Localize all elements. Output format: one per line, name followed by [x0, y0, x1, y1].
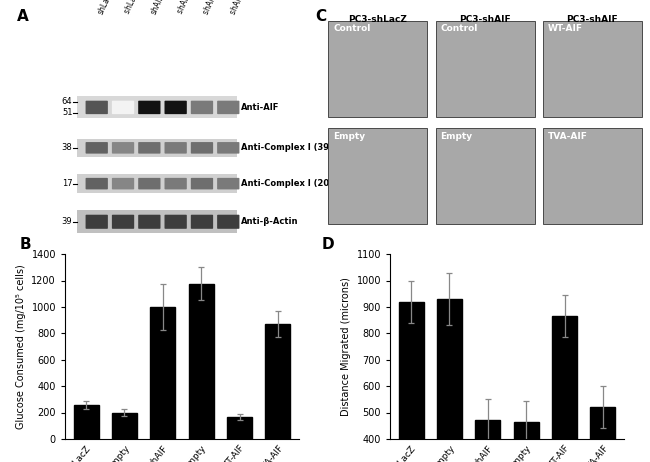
- FancyBboxPatch shape: [86, 178, 108, 189]
- Text: Anti-Complex I (20kD): Anti-Complex I (20kD): [241, 179, 346, 188]
- FancyBboxPatch shape: [217, 142, 239, 153]
- Text: Anti-Complex I (39kD): Anti-Complex I (39kD): [241, 143, 346, 152]
- Bar: [328, 21, 428, 116]
- Bar: [227, 417, 252, 439]
- Bar: [112, 413, 137, 439]
- Y-axis label: Glucose Consumed (mg/10⁵ cells): Glucose Consumed (mg/10⁵ cells): [16, 264, 26, 429]
- FancyBboxPatch shape: [86, 142, 108, 153]
- Bar: [77, 210, 237, 233]
- FancyBboxPatch shape: [112, 215, 134, 229]
- Text: B: B: [20, 237, 31, 252]
- Bar: [398, 302, 424, 462]
- Text: 51: 51: [62, 109, 72, 117]
- Bar: [552, 316, 577, 462]
- FancyBboxPatch shape: [138, 215, 161, 229]
- Text: 39: 39: [62, 217, 72, 226]
- FancyBboxPatch shape: [191, 142, 213, 153]
- Bar: [514, 422, 539, 462]
- Text: Control: Control: [441, 24, 478, 33]
- Text: Anti-β-Actin: Anti-β-Actin: [241, 217, 298, 226]
- Text: 17: 17: [62, 179, 72, 188]
- FancyBboxPatch shape: [217, 215, 239, 229]
- FancyBboxPatch shape: [164, 101, 187, 114]
- Text: C: C: [315, 9, 326, 24]
- Text: TVA-AIF: TVA-AIF: [547, 132, 588, 140]
- FancyBboxPatch shape: [164, 215, 187, 229]
- Bar: [436, 21, 534, 116]
- Text: Anti-AIF: Anti-AIF: [241, 103, 280, 112]
- Bar: [436, 128, 534, 224]
- Bar: [328, 128, 428, 224]
- Bar: [590, 407, 616, 462]
- Text: PC3-shAIF: PC3-shAIF: [567, 15, 618, 24]
- Text: shLacZ: shLacZ: [97, 0, 116, 15]
- Text: WT-AIF: WT-AIF: [547, 24, 582, 33]
- FancyBboxPatch shape: [164, 142, 187, 153]
- Text: Empty: Empty: [441, 132, 473, 140]
- FancyBboxPatch shape: [217, 101, 239, 114]
- FancyBboxPatch shape: [138, 101, 161, 114]
- FancyBboxPatch shape: [191, 215, 213, 229]
- FancyBboxPatch shape: [217, 178, 239, 189]
- Text: Control: Control: [333, 24, 370, 33]
- Text: shAIF + WT: shAIF + WT: [202, 0, 229, 15]
- Bar: [77, 174, 237, 193]
- Text: shAIF: shAIF: [150, 0, 166, 15]
- Bar: [73, 405, 99, 439]
- Text: 38: 38: [62, 143, 72, 152]
- Bar: [150, 307, 176, 439]
- FancyBboxPatch shape: [86, 101, 108, 114]
- Text: 64: 64: [62, 97, 72, 106]
- Bar: [265, 324, 291, 439]
- FancyBboxPatch shape: [191, 178, 213, 189]
- FancyBboxPatch shape: [138, 178, 161, 189]
- Text: Empty: Empty: [333, 132, 365, 140]
- Bar: [437, 299, 462, 462]
- Text: shLacZ + empty: shLacZ + empty: [123, 0, 158, 15]
- Bar: [77, 97, 237, 118]
- Y-axis label: Distance Migrated (microns): Distance Migrated (microns): [341, 277, 351, 416]
- Text: PC3-shLacZ: PC3-shLacZ: [348, 15, 408, 24]
- Bar: [188, 284, 214, 439]
- Bar: [543, 128, 642, 224]
- FancyBboxPatch shape: [112, 142, 134, 153]
- FancyBboxPatch shape: [112, 178, 134, 189]
- FancyBboxPatch shape: [112, 101, 134, 114]
- FancyBboxPatch shape: [138, 142, 161, 153]
- FancyBboxPatch shape: [191, 101, 213, 114]
- Text: A: A: [17, 9, 29, 24]
- FancyBboxPatch shape: [164, 178, 187, 189]
- Text: D: D: [322, 237, 334, 252]
- Bar: [77, 139, 237, 157]
- Bar: [475, 420, 500, 462]
- Text: PC3-shAIF: PC3-shAIF: [460, 15, 511, 24]
- Text: shAIF + empty: shAIF + empty: [176, 0, 207, 15]
- Bar: [543, 21, 642, 116]
- Text: shAIF + TVA: shAIF + TVA: [228, 0, 256, 15]
- FancyBboxPatch shape: [86, 215, 108, 229]
